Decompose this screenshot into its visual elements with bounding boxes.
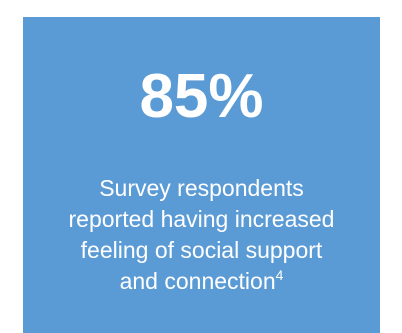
caption-line-4: and connection4 bbox=[33, 266, 370, 297]
stat-caption: Survey respondents reported having incre… bbox=[33, 173, 370, 297]
stat-value: 85% bbox=[139, 62, 264, 131]
caption-line-3: feeling of social support bbox=[80, 237, 323, 263]
footnote-marker: 4 bbox=[275, 267, 284, 283]
stat-card: 85% Survey respondents reported having i… bbox=[23, 17, 380, 333]
caption-line-4-text: and connection bbox=[119, 268, 276, 294]
caption-line-2: reported having increased bbox=[68, 206, 335, 232]
caption-line-1: Survey respondents bbox=[99, 175, 304, 201]
